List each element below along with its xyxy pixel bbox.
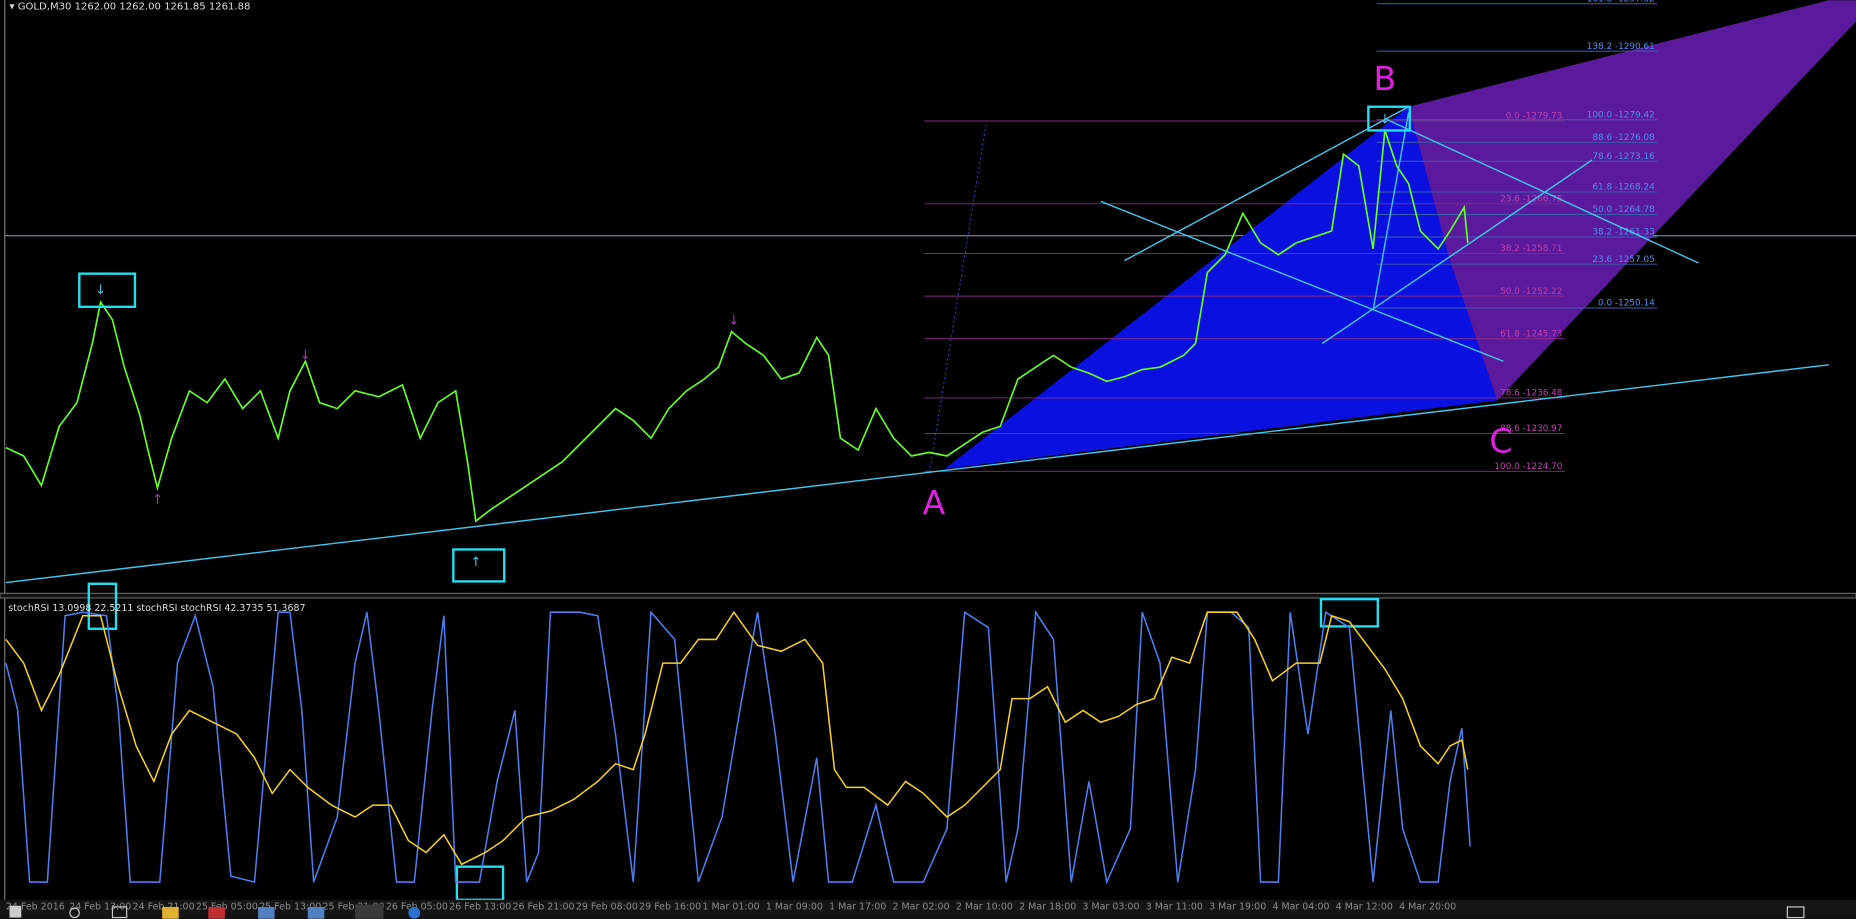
fib-label: 61.8 -1268.24: [1592, 183, 1655, 193]
app-icon[interactable]: [162, 906, 179, 919]
chart-header: ▾ GOLD,M30 1262.00 1262.00 1261.85 1261.…: [9, 2, 250, 13]
time-label: 24 Feb 2016: [6, 901, 65, 912]
time-label: 24 Feb 21:00: [133, 901, 195, 912]
time-label: 3 Mar 11:00: [1146, 901, 1203, 912]
symbol: GOLD,M30: [18, 2, 72, 13]
price-line: [5, 130, 1469, 523]
time-label: 25 Feb 13:00: [259, 901, 321, 912]
fractal-arrows: ↓ ↑ ↓ ↑ ↓ ↓: [95, 112, 1390, 570]
fib-label: 100.0 -1224.70: [1494, 462, 1562, 472]
time-label: 29 Feb 08:00: [576, 901, 638, 912]
task-view[interactable]: [111, 906, 128, 919]
highlight-boxes: [78, 105, 1411, 902]
svg-text:↑: ↑: [470, 555, 481, 570]
fib-label: 61.8 -1245.73: [1500, 329, 1562, 339]
time-label: 26 Feb 05:00: [386, 901, 448, 912]
time-label: 1 Mar 17:00: [829, 901, 886, 912]
fib-label: 78.6 -1273.16: [1592, 152, 1655, 162]
fib-label: 100.0 -1279.42: [1587, 110, 1655, 120]
fib-label: 23.6 -1257.05: [1592, 255, 1654, 265]
panel-separator: [0, 592, 1856, 599]
stochrsi-slow: [5, 610, 1469, 866]
blue-triangle: [944, 106, 1498, 469]
tray-icon[interactable]: [1786, 906, 1805, 919]
time-label: 3 Mar 03:00: [1082, 901, 1139, 912]
fib-retracement: 0.0 -1279.73 23.6 -1266.75 38.2 -1258.71 50…: [924, 112, 1565, 472]
time-label: 3 Mar 19:00: [1209, 901, 1266, 912]
app-icon-active[interactable]: [355, 904, 384, 919]
svg-text:↓: ↓: [300, 348, 311, 363]
fib-label: 0.0 -1279.73: [1506, 112, 1563, 122]
svg-text:↓: ↓: [95, 283, 106, 298]
trend-lines: [5, 106, 1829, 584]
time-label: 4 Mar 04:00: [1272, 901, 1329, 912]
fib-label: 161.8 -1297.52: [1587, 0, 1655, 4]
time-label: 4 Mar 12:00: [1336, 901, 1393, 912]
fib-label: 38.2 -1258.71: [1500, 244, 1562, 254]
fib-label: 50.0 -1264.78: [1592, 205, 1655, 215]
time-label: 1 Mar 09:00: [766, 901, 823, 912]
time-label: 25 Feb 05:00: [196, 901, 258, 912]
indicator-label: stochRSI 13.0998 22.5211 stochRSI stochR…: [8, 603, 305, 614]
svg-text:↓: ↓: [728, 314, 739, 329]
fib-expansion: 161.8 -1297.52 138.2 -1290.61 100.0 -1279.…: [1376, 0, 1658, 309]
time-label: 26 Feb 21:00: [513, 901, 575, 912]
dotted-line: [928, 124, 987, 474]
fib-label: 88.6 -1276.08: [1592, 133, 1655, 143]
fib-label: 138.2 -1290.61: [1587, 42, 1655, 52]
fib-label: 88.6 -1230.97: [1500, 424, 1562, 434]
time-axis: 24 Feb 2016 24 Feb 13:00 24 Feb 21:00 25 Fe…: [6, 901, 1456, 912]
svg-text:↑: ↑: [152, 492, 163, 507]
search-button[interactable]: [69, 907, 80, 919]
svg-text:↓: ↓: [1379, 112, 1390, 127]
fib-label: 78.6 -1236.48: [1500, 389, 1563, 399]
fib-label: 50.0 -1252.22: [1500, 287, 1562, 297]
stochrsi-fast: [5, 609, 1471, 885]
time-label: 24 Feb 13:00: [69, 901, 131, 912]
purple-channel: [1408, 0, 1856, 401]
fib-label: 23.6 -1266.75: [1500, 194, 1562, 204]
quote: 1262.00 1262.00 1261.85 1261.88: [75, 2, 251, 13]
time-label: 26 Feb 13:00: [449, 901, 511, 912]
app-icon[interactable]: [258, 906, 275, 919]
taskbar-icons[interactable]: [9, 904, 1805, 919]
time-label: 2 Mar 10:00: [956, 901, 1013, 912]
time-label: 2 Mar 02:00: [892, 901, 949, 912]
time-label: 29 Feb 16:00: [639, 901, 701, 912]
fib-label: 38.2 -1261.33: [1592, 228, 1654, 238]
point-label: A: [923, 483, 946, 522]
app-icon[interactable]: [307, 906, 325, 919]
point-label: B: [1374, 59, 1397, 98]
fib-label: 0.0 -1250.14: [1598, 299, 1655, 309]
taskbar: [0, 899, 1856, 919]
time-label: 4 Mar 20:00: [1399, 901, 1456, 912]
app-icon[interactable]: [208, 906, 225, 919]
point-label: C: [1489, 421, 1512, 460]
time-label: 25 Feb 21:00: [323, 901, 385, 912]
app-icon[interactable]: [408, 906, 421, 919]
start-button[interactable]: [9, 905, 22, 918]
time-label: 1 Mar 01:00: [703, 901, 760, 912]
time-label: 2 Mar 18:00: [1019, 901, 1076, 912]
